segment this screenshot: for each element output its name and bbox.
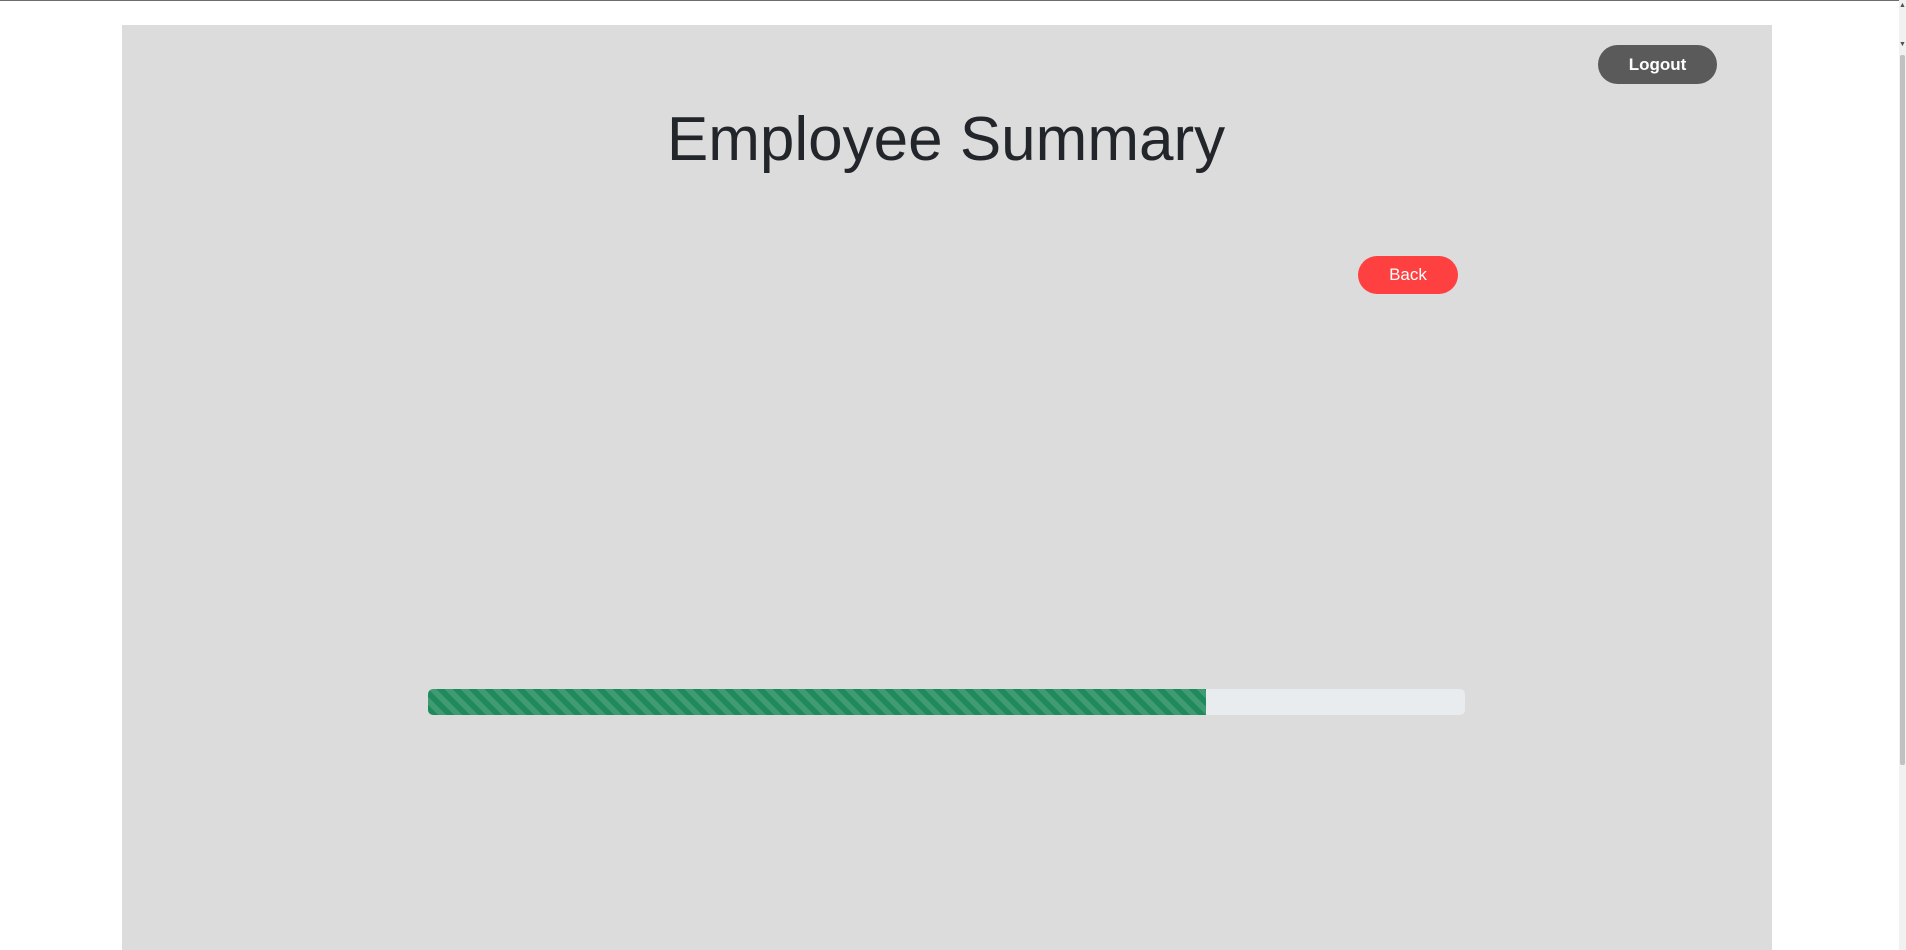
scroll-down-arrow-icon[interactable]: ▼ (1899, 41, 1906, 48)
scroll-up-arrow-icon[interactable]: ▲ (1899, 2, 1906, 9)
main-panel (122, 25, 1772, 950)
back-button[interactable]: Back (1358, 256, 1458, 294)
window-top-border (0, 0, 1906, 1)
progress-track (428, 689, 1465, 715)
page-title: Employee Summary (666, 105, 1226, 174)
logout-button[interactable]: Logout (1598, 45, 1717, 84)
scrollbar-thumb[interactable] (1900, 55, 1905, 765)
progress-bar-fill (428, 689, 1206, 715)
